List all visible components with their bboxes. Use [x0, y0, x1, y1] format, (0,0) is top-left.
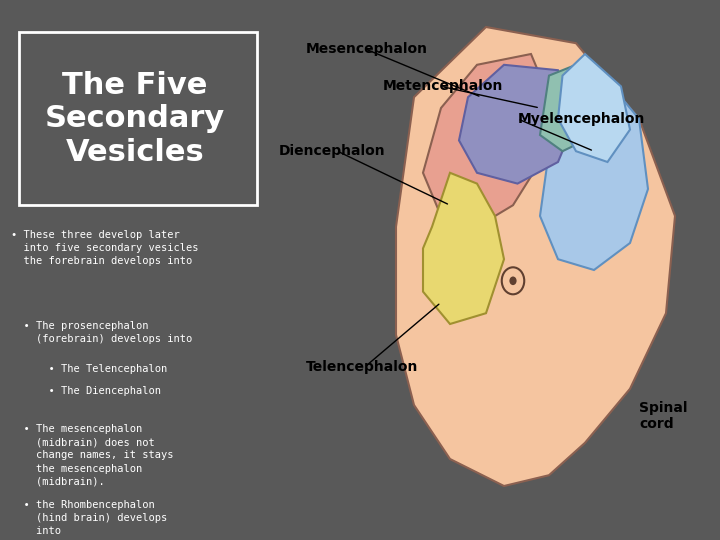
Text: Telencephalon: Telencephalon	[306, 360, 418, 374]
Text: • These three develop later
  into five secondary vesicles
  the forebrain devel: • These three develop later into five se…	[11, 230, 198, 266]
Text: Myelencephalon: Myelencephalon	[518, 112, 645, 126]
PathPatch shape	[459, 65, 576, 184]
PathPatch shape	[423, 173, 504, 324]
Text: Metencephalon: Metencephalon	[382, 79, 503, 93]
FancyBboxPatch shape	[19, 32, 256, 205]
Text: • The Diencephalon: • The Diencephalon	[11, 386, 161, 396]
PathPatch shape	[423, 54, 549, 227]
PathPatch shape	[540, 65, 594, 151]
PathPatch shape	[396, 27, 675, 486]
Text: • the Rhombencephalon
    (hind brain) develops
    into: • the Rhombencephalon (hind brain) devel…	[11, 500, 167, 536]
Text: Spinal
cord: Spinal cord	[639, 401, 688, 431]
Text: • The prosencephalon
    (forebrain) develops into: • The prosencephalon (forebrain) develop…	[11, 321, 192, 345]
PathPatch shape	[558, 54, 630, 162]
Text: Diencephalon: Diencephalon	[279, 144, 386, 158]
PathPatch shape	[540, 65, 648, 270]
Text: Mesencephalon: Mesencephalon	[306, 42, 428, 56]
Text: The Five
Secondary
Vesicles: The Five Secondary Vesicles	[45, 71, 225, 167]
Text: • The Telencephalon: • The Telencephalon	[11, 364, 167, 375]
Circle shape	[510, 276, 517, 285]
Text: • The mesencephalon
    (midbrain) does not
    change names, it stays
    the m: • The mesencephalon (midbrain) does not …	[11, 424, 174, 487]
